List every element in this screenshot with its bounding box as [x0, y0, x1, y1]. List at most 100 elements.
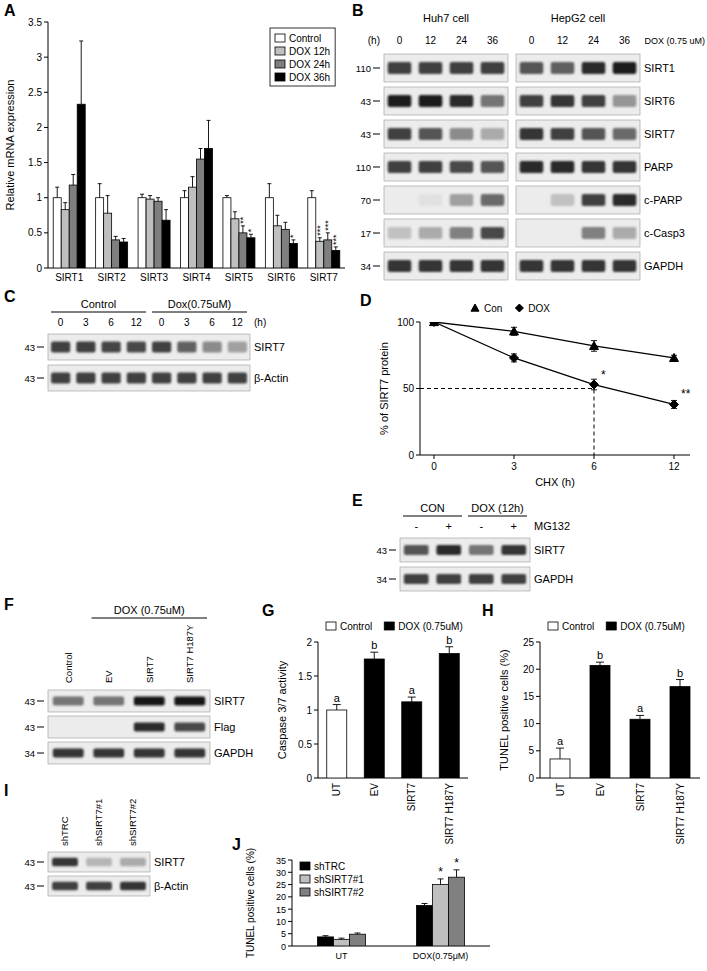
- band: [613, 128, 637, 140]
- y-tick: [536, 778, 540, 779]
- bar: [327, 710, 347, 778]
- panel-letter: H: [482, 602, 494, 619]
- legend-swatch: [300, 862, 310, 870]
- mw-dash: [373, 101, 380, 102]
- header-line: [403, 516, 462, 517]
- annotation: b: [597, 649, 603, 661]
- band: [450, 62, 474, 74]
- lane-label: 12: [425, 35, 437, 46]
- annotation: *: [454, 856, 459, 870]
- band: [203, 342, 222, 353]
- error-bar: [148, 196, 152, 200]
- error-bar: [106, 196, 110, 214]
- y-tick-label: 0.5: [28, 227, 42, 238]
- bar: [670, 687, 690, 778]
- band: [450, 227, 474, 239]
- row-label: SIRT1: [644, 62, 675, 74]
- band: [174, 748, 205, 757]
- mw-dash: [373, 134, 380, 135]
- x-tick-label: 0: [431, 461, 437, 472]
- x-tick-label: SIRT5: [225, 272, 254, 283]
- y-tick-label: 25: [276, 880, 286, 890]
- y-axis-label: TUNEL positive cells (%): [245, 848, 256, 958]
- band: [613, 194, 637, 206]
- bar: [181, 198, 189, 268]
- y-tick-label: 20: [523, 664, 535, 675]
- error-bar: [333, 705, 341, 710]
- blot-header: Control: [81, 298, 116, 310]
- error-bar: [233, 212, 237, 219]
- legend-label: DOX 24h: [289, 59, 330, 70]
- y-tick-label: 3: [36, 52, 42, 63]
- error-bar: [191, 177, 195, 188]
- error-bar: [323, 936, 329, 937]
- legend-swatch: [300, 875, 310, 883]
- blot-strip: [516, 87, 640, 115]
- bar: [364, 659, 384, 778]
- band: [120, 858, 146, 866]
- x-tick-label: SIRT2: [98, 272, 127, 283]
- lane-label: 12: [232, 317, 244, 328]
- y-tick-label: 1.5: [298, 671, 312, 682]
- lane-label: SIRT7 H187Y: [184, 624, 195, 683]
- lane-label: shSIRT7#1: [93, 799, 104, 846]
- x-axis-label: CHX (h): [535, 476, 575, 488]
- band: [76, 373, 95, 384]
- error-bar: [310, 191, 314, 198]
- blot-strip: [48, 876, 150, 896]
- y-tick: [416, 388, 420, 389]
- band: [102, 373, 121, 384]
- error-bar: [164, 210, 168, 221]
- bar: [120, 242, 128, 268]
- bar: [550, 759, 570, 778]
- y-tick-label: 15: [523, 691, 535, 702]
- band: [481, 194, 505, 206]
- error-bar: [267, 184, 271, 198]
- error-bar: [98, 184, 102, 198]
- y-axis: [540, 642, 541, 778]
- band: [520, 194, 544, 206]
- bar: [112, 240, 120, 268]
- mw-dash: [389, 550, 396, 551]
- lane-label: 24: [588, 35, 600, 46]
- annotation: ***: [331, 234, 341, 245]
- x-tick: [674, 455, 675, 459]
- annotation: *: [601, 368, 606, 382]
- annotation: *: [246, 228, 256, 232]
- bar: [350, 934, 366, 946]
- x-tick-label: SIRT7 H187Y: [675, 783, 686, 845]
- legend-swatch: [275, 47, 285, 55]
- mw-dash: [37, 378, 44, 379]
- band: [404, 545, 429, 555]
- bar: [77, 104, 85, 268]
- band: [520, 227, 544, 239]
- blot-header: DOX (0.75uM): [114, 604, 185, 616]
- band: [520, 260, 544, 272]
- lane-label: 0: [159, 317, 165, 328]
- mw-marker: 43: [24, 722, 35, 733]
- band: [404, 574, 429, 584]
- lane-suffix: (h): [254, 317, 266, 328]
- annotation: a: [637, 702, 644, 714]
- y-tick-label: 1.5: [28, 157, 42, 168]
- bar: [417, 905, 433, 946]
- y-tick: [288, 860, 292, 861]
- band: [582, 128, 606, 140]
- band: [436, 545, 461, 555]
- band: [120, 882, 146, 890]
- header-line: [51, 312, 146, 313]
- band: [450, 260, 474, 272]
- bar: [289, 243, 297, 268]
- band: [93, 696, 124, 705]
- band: [520, 161, 544, 173]
- bar: [154, 201, 162, 268]
- bar: [433, 885, 449, 946]
- y-tick: [44, 197, 48, 198]
- blot-header: DOX (12h): [471, 502, 524, 514]
- row-label: β-Actin: [254, 372, 288, 384]
- band: [436, 574, 461, 584]
- mw-dash: [37, 347, 44, 348]
- bar: [231, 219, 239, 268]
- band: [481, 62, 505, 74]
- legend-label: Control: [562, 621, 594, 632]
